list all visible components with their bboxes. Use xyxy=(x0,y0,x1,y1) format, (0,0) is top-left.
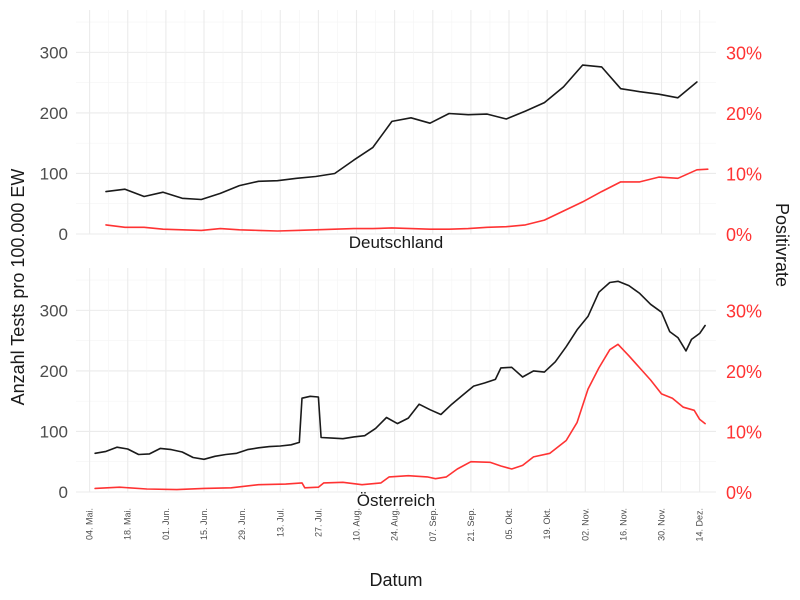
y-axis-title-right: Positivrate xyxy=(772,203,792,287)
y-tick-label-left: 100 xyxy=(40,164,68,183)
y-tick-label-left: 200 xyxy=(40,362,68,381)
y-tick-label-right: 0% xyxy=(726,225,752,245)
x-tick-label: 30. Nov. xyxy=(657,508,667,541)
series-line-tests xyxy=(105,64,698,201)
y-tick-label-right: 10% xyxy=(726,422,762,442)
panel-deutschland: 0 100 200 300 0% 10% 20% 30% Deutschland xyxy=(40,10,762,252)
series-line-positivity xyxy=(94,343,706,491)
x-tick-label: 19. Okt. xyxy=(542,508,552,540)
y-tick-label-left: 300 xyxy=(40,43,68,62)
x-tick-label: 15. Jun. xyxy=(199,508,209,540)
y-tick-label-left: 0 xyxy=(59,225,68,244)
facet-label: Österreich xyxy=(357,491,435,510)
y-tick-label-right: 0% xyxy=(726,483,752,503)
y-tick-label-right: 30% xyxy=(726,43,762,63)
grid xyxy=(76,10,716,235)
x-tick-label: 05. Okt. xyxy=(504,508,514,540)
x-axis-title: Datum xyxy=(369,570,422,590)
y-axis-title-left: Anzahl Tests pro 100.000 EW xyxy=(8,169,28,406)
x-tick-label: 01. Jun. xyxy=(161,508,171,540)
x-tick-label: 02. Nov. xyxy=(580,508,590,541)
y-tick-label-left: 0 xyxy=(59,483,68,502)
x-tick-label: 14. Dez. xyxy=(695,508,705,542)
y-tick-label-right: 10% xyxy=(726,164,762,184)
y-tick-label-left: 100 xyxy=(40,422,68,441)
x-tick-label: 04. Mai. xyxy=(85,508,95,540)
facet-label: Deutschland xyxy=(349,233,444,252)
x-tick-label: 13. Jul. xyxy=(275,508,285,537)
x-tick-label: 18. Mai. xyxy=(123,508,133,540)
y-tick-label-right: 20% xyxy=(726,362,762,382)
y-tick-label-right: 30% xyxy=(726,301,762,321)
x-tick-label: 27. Jul. xyxy=(313,508,323,537)
x-tick-label: 10. Aug. xyxy=(352,508,362,541)
panel-oesterreich: 0 100 200 300 0% 10% 20% 30% Österreich xyxy=(40,268,762,510)
grid xyxy=(76,268,716,493)
y-tick-label-left: 300 xyxy=(40,301,68,320)
series-line-tests xyxy=(94,280,706,461)
x-tick-label: 29. Jun. xyxy=(237,508,247,540)
x-tick-label: 07. Sep. xyxy=(428,508,438,542)
x-tick-label: 21. Sep. xyxy=(466,508,476,542)
y-tick-label-left: 200 xyxy=(40,104,68,123)
series-line-positivity xyxy=(105,168,709,232)
y-tick-label-right: 20% xyxy=(726,104,762,124)
x-tick-label: 16. Nov. xyxy=(618,508,628,541)
x-tick-label: 24. Aug. xyxy=(390,508,400,541)
